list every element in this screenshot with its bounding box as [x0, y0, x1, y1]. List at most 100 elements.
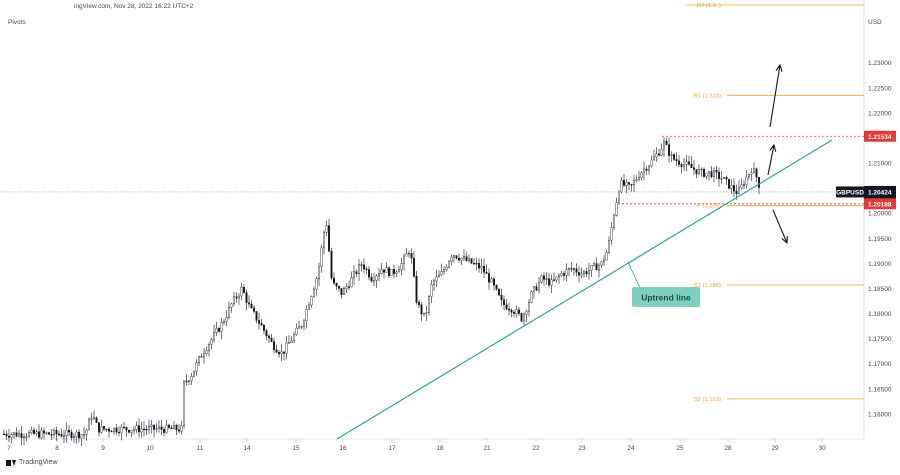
candle-body: [345, 286, 348, 289]
candle-body: [102, 426, 105, 430]
candle-body: [247, 302, 250, 305]
candle-body: [603, 259, 606, 262]
candle-body: [30, 429, 33, 433]
candle-body: [53, 430, 56, 435]
candle-body: [232, 296, 235, 305]
candle-body: [658, 153, 661, 156]
candle-body: [278, 351, 281, 355]
uptrend-callout-connector: [627, 261, 641, 289]
time-axis[interactable]: 7 8 9 10 11 14 15 16 17 18 21 22 23 24 25 28 29 30: [7, 439, 826, 452]
price-tick-label: 1.18500: [868, 286, 892, 293]
candle-body: [573, 268, 576, 270]
candle-body: [268, 335, 271, 339]
candle-body: [127, 429, 130, 433]
candle-body: [325, 225, 328, 233]
candle-body: [393, 268, 396, 274]
candle-body: [373, 280, 376, 282]
pivot-level-label: R1 (1.223): [694, 93, 721, 99]
uptrend-callout-box[interactable]: [632, 287, 700, 307]
candle-body: [583, 271, 586, 275]
candle-body: [453, 255, 456, 258]
candle-body: [618, 191, 621, 203]
candle-body: [125, 427, 128, 431]
resistance-price-tag: [864, 130, 896, 142]
candle-body: [683, 164, 686, 167]
candle-body: [745, 176, 748, 185]
candle-body: [413, 257, 416, 277]
price-axis[interactable]: 1.16000 1.16500 1.17000 1.17500 1.18000 1.185…: [868, 60, 892, 418]
tradingview-footer: TradingView: [6, 459, 58, 466]
candle-body: [172, 425, 175, 429]
pivot-level-label: R2 (1.2..): [697, 3, 721, 9]
candle-body: [415, 275, 418, 303]
candle-body: [87, 419, 90, 431]
candle-body: [715, 170, 718, 173]
candle-body: [743, 184, 746, 186]
candle-body: [180, 425, 183, 432]
candle-body: [450, 256, 453, 262]
price-tick-label: 1.20000: [868, 211, 892, 218]
price-tick-label: 1.19000: [868, 261, 892, 268]
candle-body: [90, 417, 93, 420]
time-tick-label: 9: [101, 445, 105, 452]
candle-body: [723, 177, 726, 179]
candle-body: [755, 168, 758, 178]
candle-body: [360, 264, 363, 266]
candle-body: [588, 269, 591, 275]
candle-body: [448, 261, 451, 268]
candle-body: [23, 436, 26, 439]
candle-body: [470, 258, 473, 264]
candle-body: [463, 256, 466, 259]
candle-body: [528, 301, 531, 312]
time-tick-label: 14: [243, 445, 251, 452]
candle-body: [633, 180, 636, 185]
candle-body: [370, 277, 373, 282]
candle-body: [185, 380, 188, 383]
candle-body: [5, 433, 8, 437]
uptrend-line[interactable]: [336, 139, 833, 440]
candle-body: [63, 435, 66, 437]
candle-body: [443, 269, 446, 272]
candle-body: [162, 429, 165, 433]
annotations: Uptrend lineGBPUSD1.2042437:391.215341.2…: [336, 63, 896, 440]
candle-body: [310, 296, 313, 306]
candle-body: [733, 185, 736, 192]
candle-body: [730, 185, 733, 189]
time-tick-label: 18: [436, 445, 444, 452]
candle-body: [598, 264, 601, 271]
candle-body: [273, 341, 276, 350]
candle-body: [112, 427, 115, 433]
candle-body: [222, 321, 225, 323]
candle-body: [290, 340, 293, 343]
candle-body: [97, 422, 100, 433]
candle-body: [82, 434, 85, 436]
chart-source-header: ingView.com, Nov 28, 2022 16:22 UTC+2: [74, 3, 194, 10]
candle-body: [578, 272, 581, 276]
candle-body: [45, 432, 48, 434]
candle-body: [323, 232, 326, 249]
candle-body: [375, 275, 378, 281]
footer-brand: TradingView: [19, 459, 58, 466]
candle-body: [207, 344, 210, 351]
candle-body: [210, 339, 213, 345]
candle-body: [280, 351, 283, 355]
candle-body: [645, 168, 648, 171]
candle-body: [735, 190, 738, 195]
candle-body: [350, 277, 353, 288]
pivots-indicator-label[interactable]: Pivots: [8, 19, 26, 26]
candle-body: [335, 283, 338, 287]
candle-body: [330, 250, 333, 279]
candle-body: [468, 258, 471, 261]
arrow-bounce-up-head: [769, 143, 777, 152]
candle-body: [585, 271, 588, 275]
candle-body: [648, 165, 651, 171]
candle-body: [635, 179, 638, 181]
candle-body: [748, 173, 751, 178]
candle-body: [570, 268, 573, 270]
candle-body: [703, 168, 706, 177]
candle-body: [435, 276, 438, 282]
candle-body: [318, 266, 321, 280]
candle-body: [70, 431, 73, 439]
candle-body: [38, 431, 41, 438]
